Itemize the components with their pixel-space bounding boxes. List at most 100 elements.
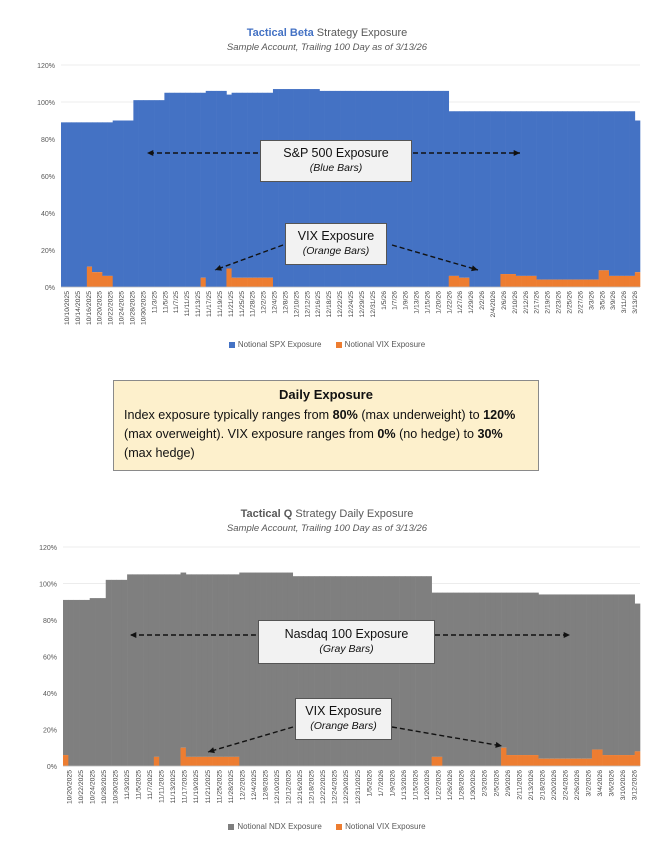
- chart2-bar-vix: [185, 756, 192, 766]
- chart2-bar-index: [159, 574, 165, 766]
- chart1-xtick-label: 12/22/25: [337, 291, 344, 318]
- chart2-bar-index: [127, 574, 133, 766]
- chart2-bar-vix: [629, 755, 635, 766]
- chart1-arrow-vix-left-head: [215, 264, 222, 271]
- chart1-bar-index: [71, 122, 77, 287]
- chart2-bar-index: [105, 579, 112, 766]
- chart2-bar-index: [217, 574, 224, 757]
- chart2-bar-index: [260, 572, 267, 766]
- chart2-bar-index: [287, 572, 294, 766]
- chart1-bar-index: [205, 90, 212, 288]
- chart1-xtick-label: 12/31/25: [370, 291, 377, 318]
- chart2-bar-index: [431, 592, 438, 757]
- chart2-xtick-label: 12/4/2025: [251, 770, 258, 800]
- chart2-bar-vix: [527, 755, 534, 766]
- chart2-bar-vix: [634, 751, 641, 766]
- chart2-bar-index: [399, 576, 406, 766]
- chart2-bar-vix: [201, 756, 208, 766]
- chart1-bar-vix: [107, 275, 113, 287]
- chart2-bar-index: [602, 594, 609, 756]
- legend-vix1-label: Notional VIX Exposure: [344, 340, 426, 350]
- chart1-xtick-label: 3/13/26: [632, 291, 639, 314]
- chart2-subtitle: Sample Account, Trailing 100 Day as of 3…: [226, 523, 428, 534]
- chart2-bar-index: [575, 594, 582, 759]
- chart2-bar-index: [330, 576, 336, 766]
- chart1-bar-index: [97, 122, 103, 273]
- chart2-bar-index: [308, 576, 315, 766]
- chart2-bar-vix: [533, 755, 539, 766]
- chart1-ytick-label: 100%: [37, 100, 55, 107]
- chart1-xtick-label: 12/2/25: [261, 291, 268, 314]
- chart1-bar-vix: [629, 275, 636, 287]
- chart1-bar-vix: [546, 279, 553, 287]
- chart1-xtick-label: 2/10/26: [512, 291, 519, 314]
- chart2-bar-index: [153, 574, 160, 757]
- chart2-xtick-label: 1/22/2026: [436, 770, 443, 800]
- chart2-bar-index: [623, 594, 630, 756]
- chart1-xtick-label: 12/4/25: [272, 291, 279, 314]
- chart1-bar-index: [438, 90, 444, 288]
- chart1-xtick-label: 2/27/26: [577, 291, 584, 314]
- chart1-bar-index: [76, 122, 82, 287]
- ib-text-4: (no hedge) to: [395, 427, 478, 441]
- chart2-arrow-vix-left-head: [208, 747, 215, 754]
- chart2-bar-index: [335, 576, 342, 766]
- chart1-bar-index: [154, 100, 160, 288]
- chart2-title: Tactical Q Strategy Daily Exposure: [0, 508, 654, 520]
- chart1-xtick-label: 10/14/2025: [75, 291, 82, 325]
- chart1-bar-index: [495, 111, 501, 287]
- chart1-xtick-label: 12/16/25: [315, 291, 322, 318]
- legend-spx: Notional SPX Exposure: [228, 340, 321, 349]
- chart1-xtick-label: 3/3/26: [588, 291, 595, 310]
- chart1-xtick-label: 1/5/26: [381, 291, 388, 310]
- chart2-xtick-label: 3/2/2026: [586, 770, 593, 797]
- chart1-bar-index: [407, 90, 413, 288]
- chart1-bar-index: [448, 111, 455, 276]
- chart2-bar-vix: [228, 756, 235, 766]
- chart1-bar-index: [552, 111, 558, 280]
- chart1-bar-vix: [448, 275, 455, 287]
- chart1-bar-index: [577, 111, 584, 280]
- chart2-bar-index: [511, 592, 518, 756]
- chart1-xtick-label: 11/11/25: [184, 291, 191, 317]
- chart2-bar-vix: [217, 756, 224, 766]
- callout-vix2-sub: (Orange Bars): [310, 720, 377, 732]
- legend-ndx: Notional NDX Exposure: [228, 822, 322, 831]
- chart1-xtick-label: 11/28/25: [250, 291, 257, 317]
- chart2-xtick-label: 11/19/2025: [193, 770, 200, 804]
- chart2-xtick-label: 10/30/2025: [112, 770, 119, 804]
- chart1-bar-index: [510, 111, 517, 275]
- chart2-bar-index: [324, 576, 331, 766]
- chart2-xtick-label: 12/10/2025: [274, 770, 281, 804]
- chart1-ytick-label: 120%: [37, 63, 55, 70]
- chart1-bar-vix: [247, 277, 253, 287]
- chart2-xtick-label: 1/28/2026: [459, 770, 466, 800]
- chart1-bar-vix: [572, 279, 579, 287]
- chart1-bar-index: [169, 92, 176, 287]
- chart1-bar-index: [61, 122, 67, 287]
- chart2-bar-index: [207, 574, 213, 757]
- chart2-bar-vix: [522, 755, 529, 766]
- chart2-bar-index: [111, 579, 117, 766]
- chart2-bar-index: [164, 574, 171, 766]
- chart2-bar-index: [362, 576, 368, 766]
- chart2-bar-index: [447, 592, 454, 766]
- chart2-bar-vix: [153, 756, 160, 766]
- chart1-bar-vix: [500, 274, 506, 287]
- chart2-bar-index: [565, 594, 571, 759]
- legend-ndx-swatch: [228, 824, 235, 831]
- chart2-xtick-label: 2/26/2026: [574, 770, 581, 800]
- chart2-arrow-ndx-left-head: [130, 631, 137, 639]
- chart1-bar-index: [86, 122, 93, 267]
- chart1-bar-index: [541, 111, 548, 280]
- chart2-bar-index: [249, 572, 256, 766]
- chart2-bar-vix: [212, 756, 219, 766]
- chart1-bar-index: [288, 89, 294, 287]
- chart1-xtick-label: 3/9/26: [610, 291, 617, 310]
- chart2-bar-index: [613, 594, 619, 756]
- chart2-bar-index: [68, 599, 74, 766]
- chart1-bar-vix: [459, 277, 465, 287]
- callout-vix1: VIX Exposure (Orange Bars): [285, 223, 387, 265]
- chart1-bar-index: [216, 90, 222, 288]
- chart2-bar-index: [420, 576, 427, 766]
